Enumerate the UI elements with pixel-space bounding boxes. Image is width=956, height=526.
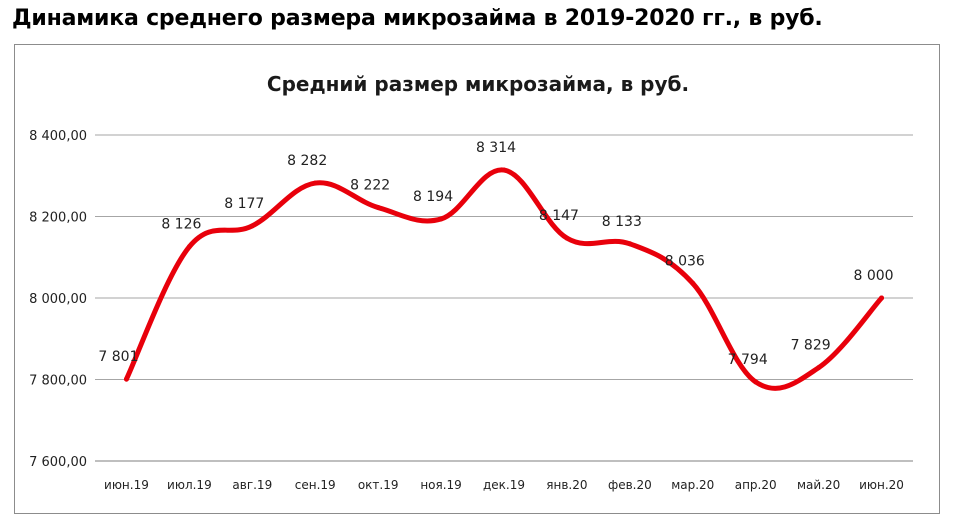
x-tick-label: июл.19	[167, 478, 212, 492]
data-label: 7 829	[791, 338, 831, 354]
data-label: 8 036	[665, 253, 705, 269]
data-point	[879, 295, 885, 301]
chart-title: Средний размер микрозайма, в руб.	[267, 72, 689, 96]
x-tick-label: окт.19	[358, 478, 399, 492]
data-label: 8 147	[539, 208, 579, 224]
data-label: 8 194	[413, 189, 453, 205]
y-tick-label: 8 400,00	[29, 129, 87, 144]
data-label: 8 133	[602, 214, 642, 230]
data-point	[438, 216, 444, 222]
x-tick-label: ноя.19	[420, 478, 462, 492]
page-heading: Динамика среднего размера микрозайма в 2…	[12, 6, 823, 31]
data-label: 8 177	[224, 196, 264, 212]
y-tick-label: 7 800,00	[29, 374, 87, 389]
line-chart: Средний размер микрозайма, в руб. 7 600,…	[29, 72, 913, 492]
data-label: 7 801	[98, 349, 138, 365]
data-label: 8 222	[350, 178, 390, 194]
data-label: 8 000	[853, 268, 893, 284]
x-tick-label: янв.20	[546, 478, 587, 492]
x-tick-label: июн.19	[104, 478, 149, 492]
data-point	[375, 205, 381, 211]
data-point	[123, 376, 129, 382]
data-point	[753, 379, 759, 385]
data-label: 8 126	[161, 217, 201, 233]
y-tick-label: 8 000,00	[29, 292, 87, 307]
x-tick-label: сен.19	[295, 478, 336, 492]
x-tick-label: май.20	[797, 478, 840, 492]
x-tick-label: июн.20	[859, 478, 904, 492]
data-point	[186, 244, 192, 250]
x-tick-label: авг.19	[232, 478, 272, 492]
data-label: 8 314	[476, 140, 516, 156]
data-point	[501, 167, 507, 173]
y-tick-label: 8 200,00	[29, 211, 87, 226]
data-point	[816, 365, 822, 371]
x-tick-label: дек.19	[483, 478, 525, 492]
data-label: 7 794	[728, 352, 768, 368]
x-tick-label: мар.20	[671, 478, 714, 492]
y-tick-label: 7 600,00	[29, 455, 87, 470]
x-tick-label: апр.20	[735, 478, 777, 492]
data-point	[249, 223, 255, 229]
data-point	[564, 235, 570, 241]
data-point	[627, 241, 633, 247]
x-tick-label: фев.20	[608, 478, 652, 492]
data-point	[312, 180, 318, 186]
chart-frame: Средний размер микрозайма, в руб. 7 600,…	[14, 44, 940, 514]
data-label: 8 282	[287, 153, 327, 169]
data-point	[690, 280, 696, 286]
